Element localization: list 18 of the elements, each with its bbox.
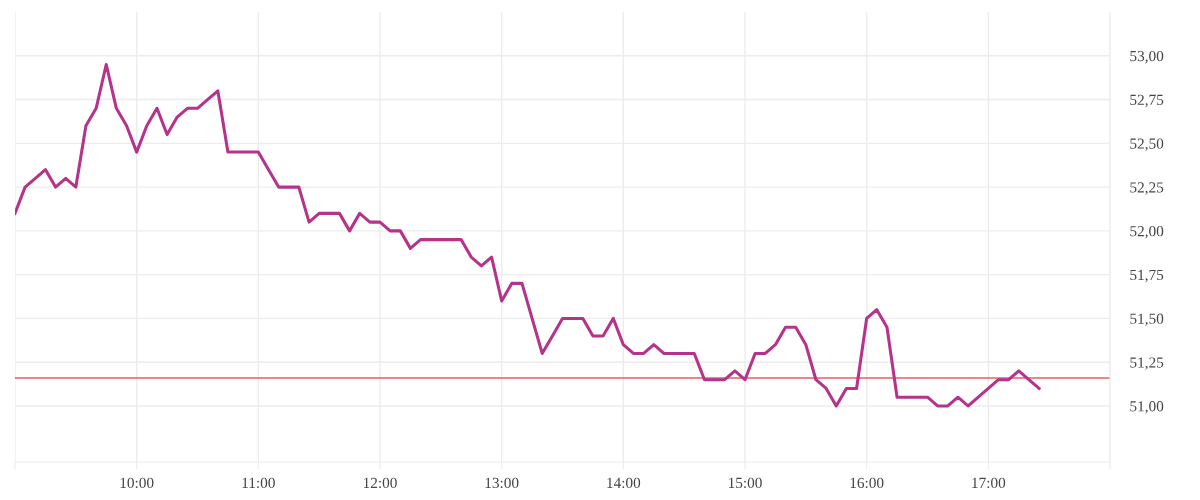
x-tick-label: 17:00 xyxy=(972,477,1006,489)
x-tick-label: 15:00 xyxy=(728,477,762,489)
y-tick-label: 51,75 xyxy=(1130,269,1164,283)
x-tick-label: 16:00 xyxy=(850,477,884,489)
y-tick-label: 51,25 xyxy=(1130,357,1164,370)
x-tick-label: 14:00 xyxy=(607,477,641,489)
x-tick-label: 10:00 xyxy=(120,477,154,489)
y-tick-label: 51,00 xyxy=(1130,401,1164,414)
x-tick-label: 13:00 xyxy=(485,477,519,489)
line-series xyxy=(15,63,1041,408)
y-tick-label: 52,00 xyxy=(1130,226,1164,239)
x-tick-label: 12:00 xyxy=(363,477,397,489)
x-tick-label: 11:00 xyxy=(242,477,275,489)
y-tick-label: 52,50 xyxy=(1130,138,1164,151)
y-tick-label: 52,25 xyxy=(1130,182,1164,195)
y-tick-label: 53,00 xyxy=(1130,50,1164,64)
y-tick-label: 51,50 xyxy=(1130,313,1164,327)
y-tick-label: 52,75 xyxy=(1130,94,1164,108)
